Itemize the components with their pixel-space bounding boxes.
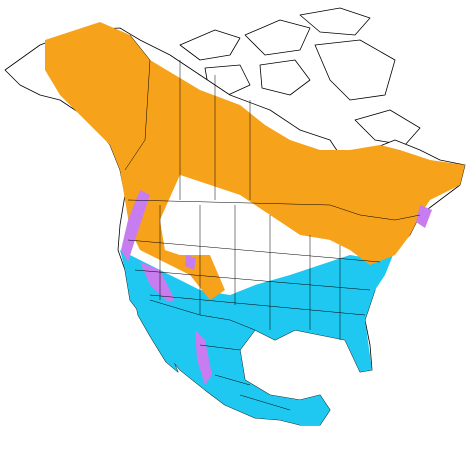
year-round-range (416, 205, 432, 228)
border (149, 299, 256, 331)
island (314, 39, 396, 101)
border (127, 239, 381, 316)
ranges (45, 22, 465, 425)
island (259, 59, 311, 96)
year-round-range (140, 262, 175, 302)
island (244, 19, 311, 56)
year-round-range (121, 190, 150, 262)
breeding-range (45, 22, 465, 300)
year-round-range (195, 330, 212, 385)
winter-range (120, 250, 395, 425)
island (179, 29, 241, 61)
island (354, 109, 421, 146)
border (179, 60, 251, 200)
border (124, 34, 151, 171)
island (299, 7, 371, 36)
year-round-range (185, 255, 196, 270)
border (127, 199, 421, 221)
borders (124, 34, 421, 411)
border (199, 344, 291, 411)
border (159, 205, 341, 340)
arctic-islands (179, 7, 421, 146)
migration-range (160, 175, 330, 295)
winter-range-baja (135, 300, 178, 372)
